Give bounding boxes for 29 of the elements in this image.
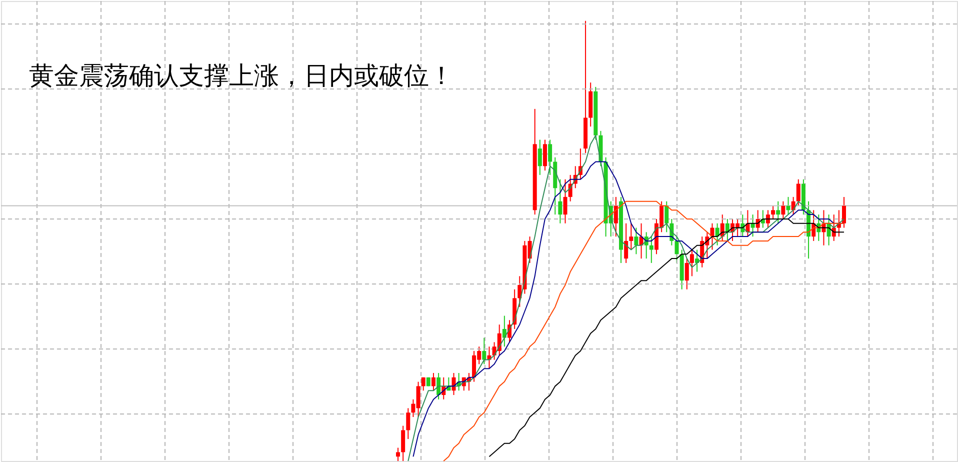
candlestick [558,178,562,224]
text: 黄金震荡确认支撑上涨，日内或破位！ [29,61,454,90]
candlestick [482,337,486,365]
candlestick [624,222,628,264]
candlestick [649,236,654,264]
candlestick [406,408,410,440]
candlestick [563,178,568,224]
candlestick [538,139,542,176]
candlestick [771,205,776,220]
candlestick [684,258,689,290]
candlestick [401,425,406,462]
candlestick [542,139,547,172]
candlestick [421,376,426,392]
candlestick [614,196,618,238]
candlestick [629,222,634,250]
candlestick [431,372,436,392]
candlestick [786,196,790,216]
candlestick [776,200,780,224]
candlestick [796,178,800,206]
candlestick [634,227,638,255]
candlestick [568,174,572,202]
candlestick [766,210,770,228]
candlestick [750,214,755,238]
candlestick [842,196,846,228]
candlestick [664,200,669,233]
candlestick [781,200,786,220]
candlestick [548,139,552,176]
candlestick [690,249,694,277]
candlestick [396,447,400,462]
